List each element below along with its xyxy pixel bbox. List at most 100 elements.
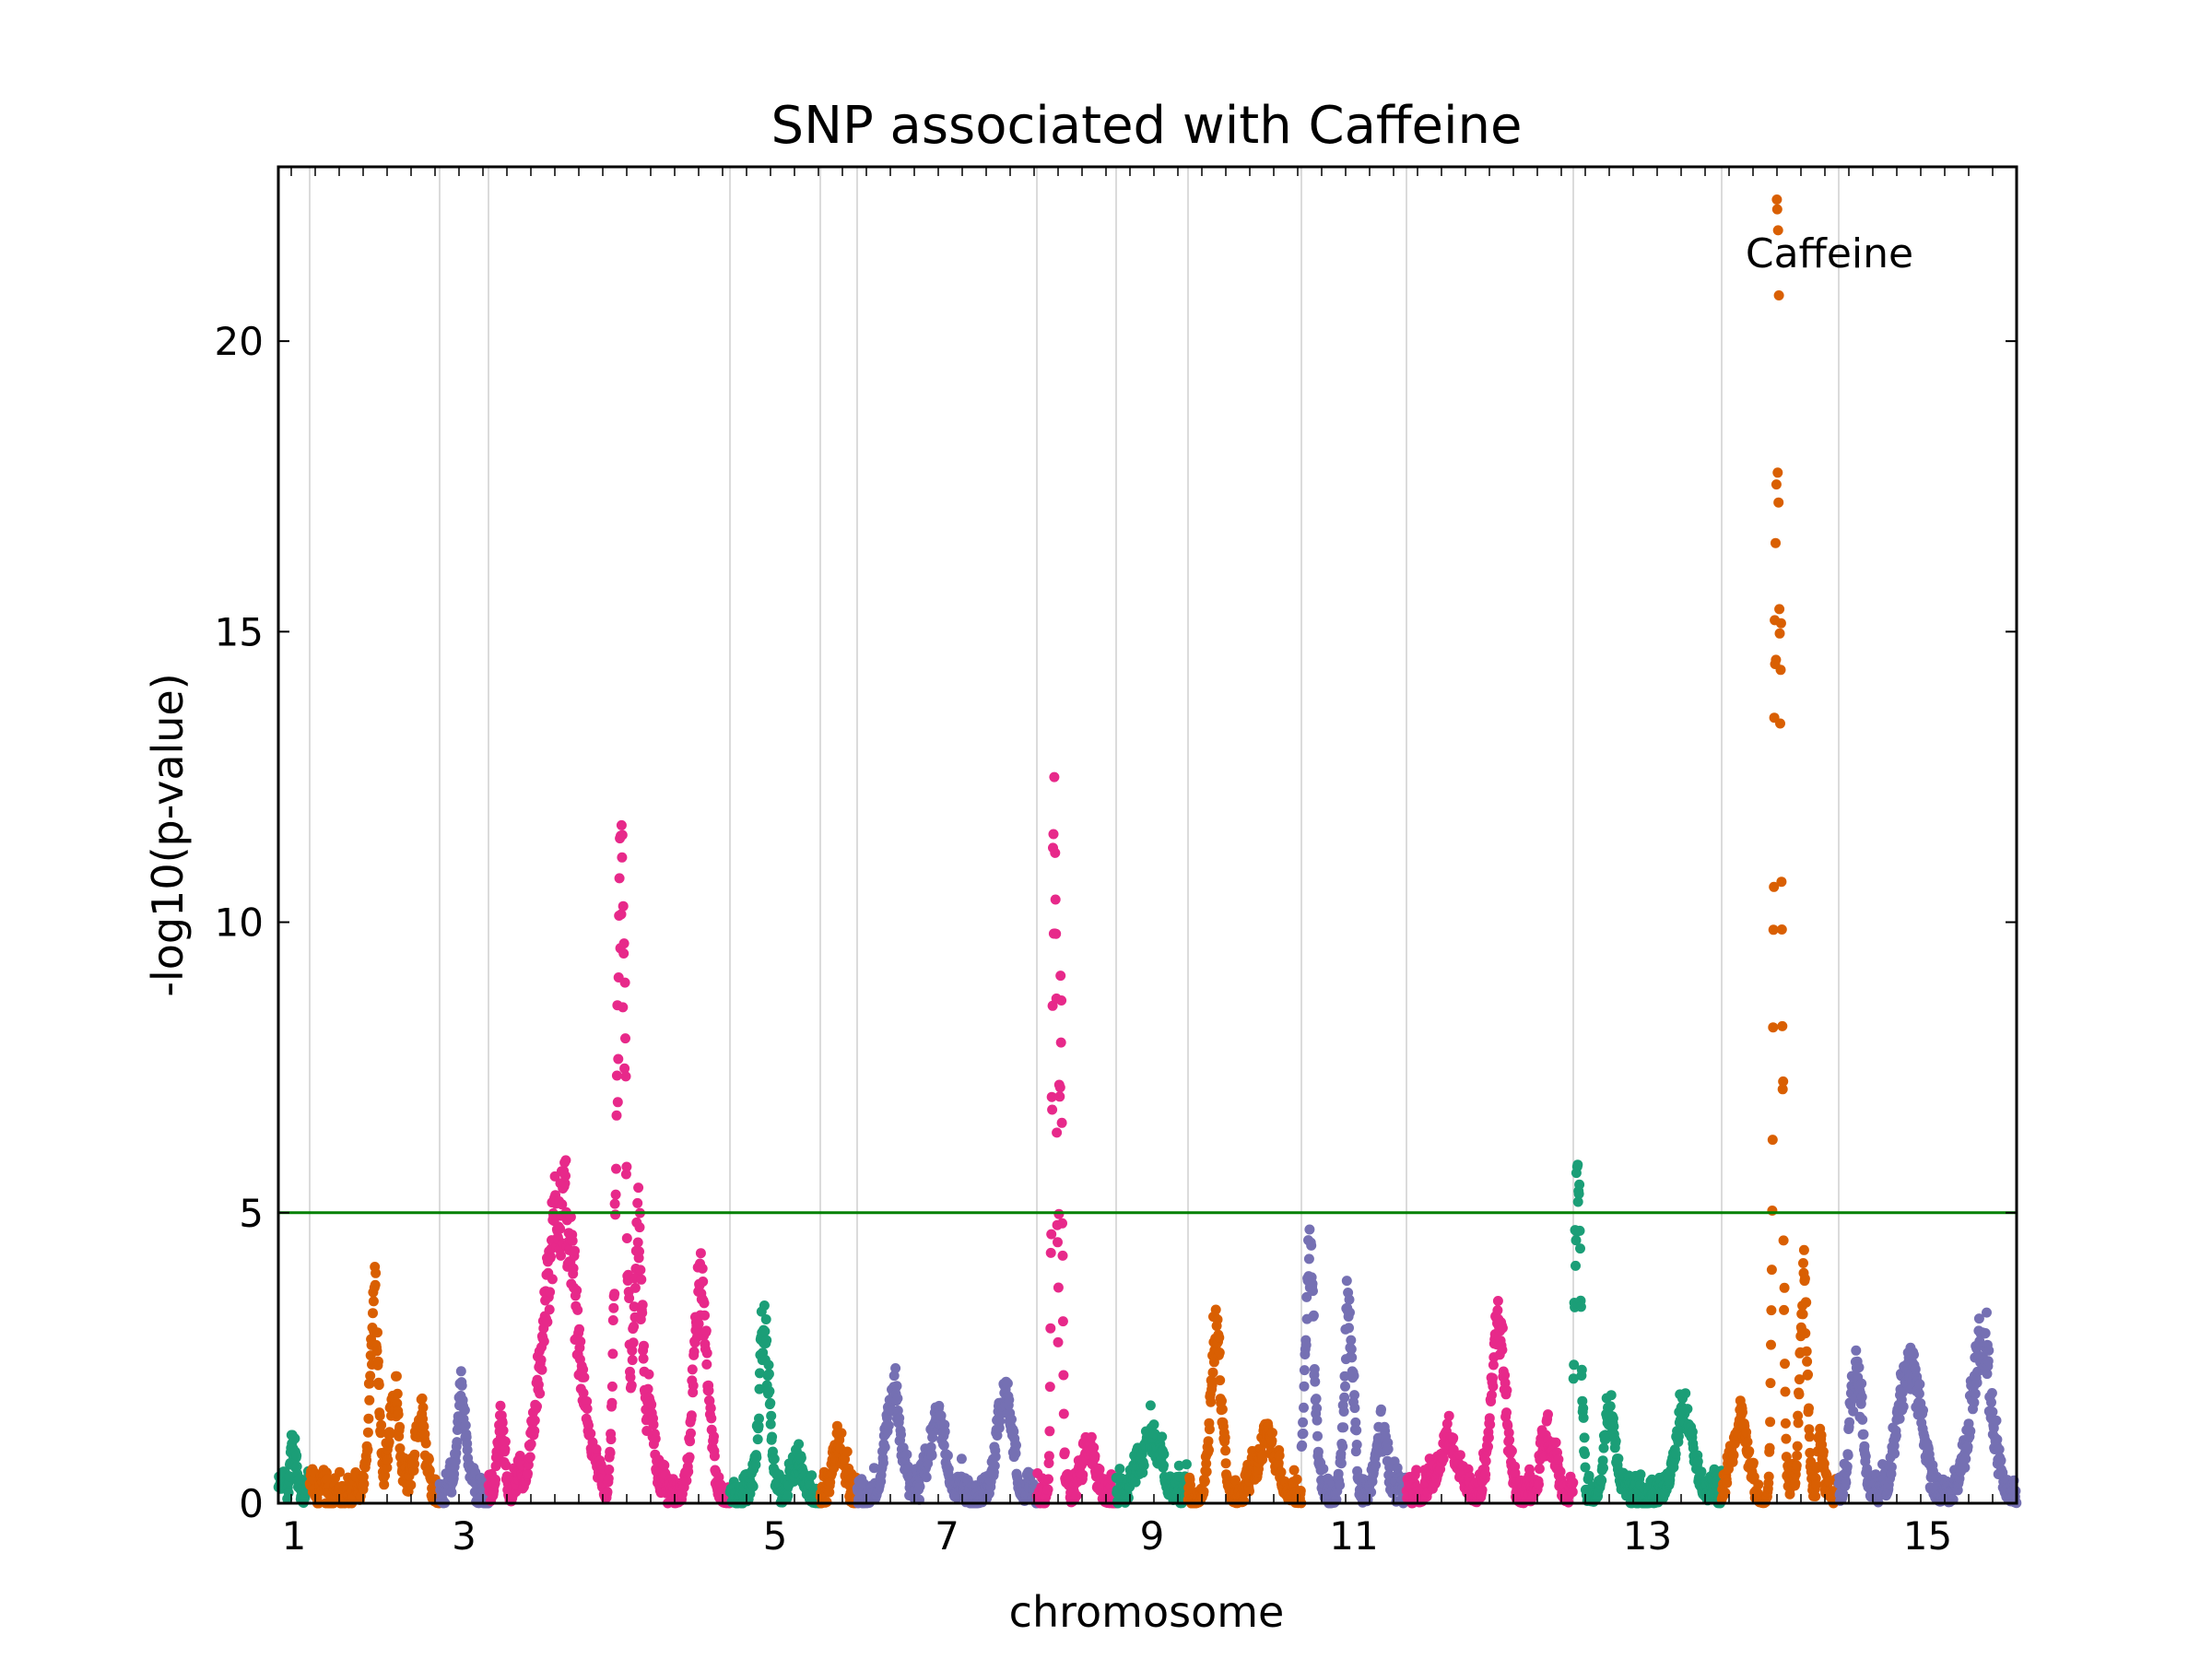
snp-point: [1971, 1377, 1983, 1388]
snp-point: [1308, 1286, 1318, 1297]
snp-point: [1844, 1417, 1855, 1428]
snp-point: [1780, 1386, 1791, 1397]
snp-point: [1918, 1405, 1928, 1416]
snp-point: [1553, 1453, 1564, 1465]
snp-point: [1980, 1328, 1991, 1338]
snp-point: [376, 1419, 387, 1430]
snp-point: [624, 1293, 635, 1303]
snp-point: [1772, 225, 1783, 236]
snp-point: [921, 1472, 932, 1483]
snp-point: [1215, 1375, 1226, 1386]
snp-point: [371, 1267, 382, 1278]
snp-point: [1775, 718, 1785, 729]
snp-point: [368, 1296, 379, 1307]
snp-point: [1897, 1387, 1908, 1398]
snp-point: [1583, 1470, 1594, 1481]
snp-point: [560, 1155, 571, 1166]
snp-point: [1288, 1465, 1300, 1476]
snp-point: [375, 1428, 386, 1439]
snp-point: [883, 1420, 894, 1431]
snp-point: [705, 1403, 716, 1414]
snp-point: [1816, 1430, 1827, 1441]
snp-point: [1199, 1476, 1210, 1487]
snp-point: [362, 1427, 373, 1438]
snp-point: [1965, 1426, 1976, 1437]
snp-point: [1773, 497, 1784, 508]
snp-point: [1607, 1413, 1618, 1424]
snp-point: [606, 1381, 618, 1392]
snp-point: [754, 1383, 765, 1394]
snp-point: [687, 1364, 698, 1375]
snp-point: [1089, 1451, 1100, 1462]
snp-point: [364, 1378, 375, 1389]
snp-point: [633, 1182, 644, 1194]
snp-point: [782, 1490, 794, 1501]
snp-point: [1803, 1369, 1813, 1380]
snp-point: [1220, 1458, 1231, 1469]
snp-point: [392, 1388, 403, 1399]
snp-point: [1346, 1344, 1357, 1355]
snp-point: [497, 1418, 508, 1429]
snp-point: [1503, 1428, 1514, 1438]
snp-point: [610, 1189, 621, 1200]
snp-point: [1300, 1339, 1312, 1350]
snp-point: [385, 1428, 396, 1439]
snp-point: [683, 1466, 694, 1477]
snp-point: [698, 1277, 709, 1287]
snp-point: [1051, 928, 1062, 939]
snp-point: [1862, 1464, 1873, 1475]
snp-point: [1157, 1431, 1168, 1442]
snp-point: [1217, 1395, 1227, 1406]
snp-point: [693, 1318, 704, 1329]
snp-point: [1811, 1479, 1822, 1490]
snp-point: [1042, 1484, 1053, 1495]
snp-point: [1276, 1466, 1287, 1477]
snp-point: [1045, 1247, 1056, 1258]
snp-point: [418, 1421, 429, 1432]
snp-point: [990, 1452, 1001, 1462]
snp-point: [1682, 1404, 1693, 1415]
snp-point: [1349, 1390, 1359, 1401]
peak-annotation: Caffeine: [1746, 230, 1913, 277]
snp-point: [1851, 1345, 1862, 1356]
snp-point: [1841, 1461, 1853, 1472]
snp-point: [1856, 1378, 1867, 1389]
snp-point: [688, 1380, 699, 1391]
snp-point: [1010, 1448, 1021, 1459]
snp-point: [1311, 1394, 1322, 1405]
snp-point: [752, 1434, 763, 1445]
snp-point: [1780, 1418, 1791, 1429]
snp-point: [632, 1197, 643, 1208]
snp-point: [620, 1033, 630, 1044]
snp-point: [370, 1279, 381, 1290]
snp-point: [545, 1287, 556, 1298]
snp-point: [1777, 1020, 1788, 1031]
snp-point: [1613, 1453, 1624, 1465]
snp-point: [1501, 1407, 1512, 1418]
snp-point: [603, 1473, 614, 1484]
snp-point: [1573, 1188, 1584, 1199]
snp-point: [868, 1463, 879, 1474]
snp-point: [1574, 1225, 1585, 1236]
snp-point: [423, 1453, 434, 1465]
snp-point: [1898, 1401, 1909, 1412]
snp-point: [1298, 1428, 1309, 1439]
snp-point: [1055, 1037, 1066, 1048]
snp-point: [1779, 1304, 1790, 1315]
snp-point: [1301, 1291, 1312, 1302]
snp-point: [535, 1388, 546, 1399]
snp-point: [1781, 1433, 1792, 1444]
snp-point: [621, 1161, 632, 1172]
snp-point: [625, 1371, 636, 1382]
snp-point: [1483, 1432, 1494, 1443]
snp-point: [761, 1335, 772, 1346]
snp-point: [1057, 1250, 1068, 1261]
snp-point: [1337, 1441, 1348, 1452]
snp-point: [1778, 1235, 1789, 1246]
snp-point: [1997, 1467, 2008, 1478]
snp-point: [1767, 1135, 1778, 1146]
snp-point: [1970, 1388, 1981, 1399]
x-axis-ticks: 1 3 5 7 9 11 13 15: [282, 167, 1994, 1559]
snp-point: [1858, 1429, 1869, 1440]
